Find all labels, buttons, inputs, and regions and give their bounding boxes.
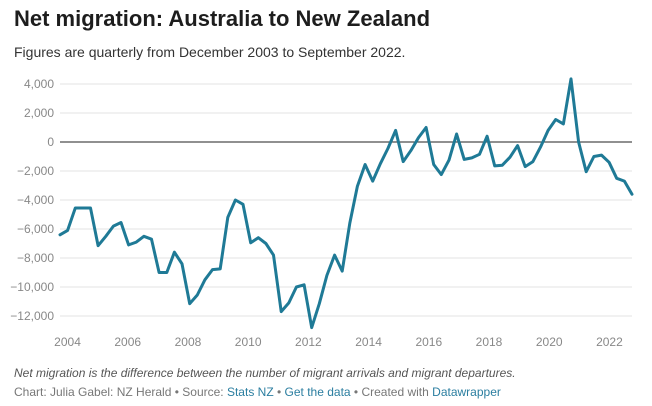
y-tick-label: 0 — [47, 135, 54, 149]
credits-source-prefix: • Source: — [171, 385, 227, 399]
y-tick-label: −10,000 — [10, 280, 54, 294]
x-tick-label: 2018 — [476, 335, 503, 349]
footer-note: Net migration is the difference between … — [14, 366, 516, 380]
y-tick-label: −4,000 — [17, 193, 54, 207]
y-tick-label: 4,000 — [24, 77, 54, 91]
x-tick-label: 2008 — [175, 335, 202, 349]
y-tick-label: −8,000 — [17, 251, 54, 265]
line-chart: 4,000 2,000 0 −2,000 −4,000 −6,000 −8,000 −10,0… — [10, 77, 634, 349]
x-tick-label: 2006 — [114, 335, 141, 349]
y-tick-labels: 4,000 2,000 0 −2,000 −4,000 −6,000 −8,000 −10,0… — [10, 77, 54, 323]
credits-created-prefix: • Created with — [350, 385, 433, 399]
net-migration-line — [58, 77, 634, 330]
x-tick-label: 2022 — [596, 335, 623, 349]
x-tick-labels: 2004 2006 2008 2010 2012 2014 2016 2018 2020 2022 — [54, 335, 623, 349]
datawrapper-link[interactable]: Datawrapper — [432, 385, 501, 399]
get-data-link[interactable]: Get the data — [284, 385, 351, 399]
series-group — [58, 77, 634, 330]
x-tick-label: 2014 — [355, 335, 382, 349]
y-tick-label: 2,000 — [24, 106, 54, 120]
x-tick-label: 2016 — [415, 335, 442, 349]
chart-title: Net migration: Australia to New Zealand — [14, 6, 431, 31]
x-tick-label: 2010 — [235, 335, 262, 349]
y-tick-label: −12,000 — [10, 309, 54, 323]
chart-credits: Chart: Julia Gabel: NZ Herald • Source: … — [14, 385, 501, 399]
x-tick-label: 2012 — [295, 335, 322, 349]
source-link[interactable]: Stats NZ — [226, 385, 274, 399]
y-gridlines — [60, 83, 632, 317]
x-tick-label: 2020 — [536, 335, 563, 349]
x-tick-label: 2004 — [54, 335, 81, 349]
credits-separator: • — [273, 385, 285, 399]
credits-author: Chart: Julia Gabel: NZ Herald — [14, 385, 172, 399]
y-tick-label: −2,000 — [17, 164, 54, 178]
y-tick-label: −6,000 — [17, 222, 54, 236]
chart-subtitle: Figures are quarterly from December 2003… — [14, 44, 406, 60]
